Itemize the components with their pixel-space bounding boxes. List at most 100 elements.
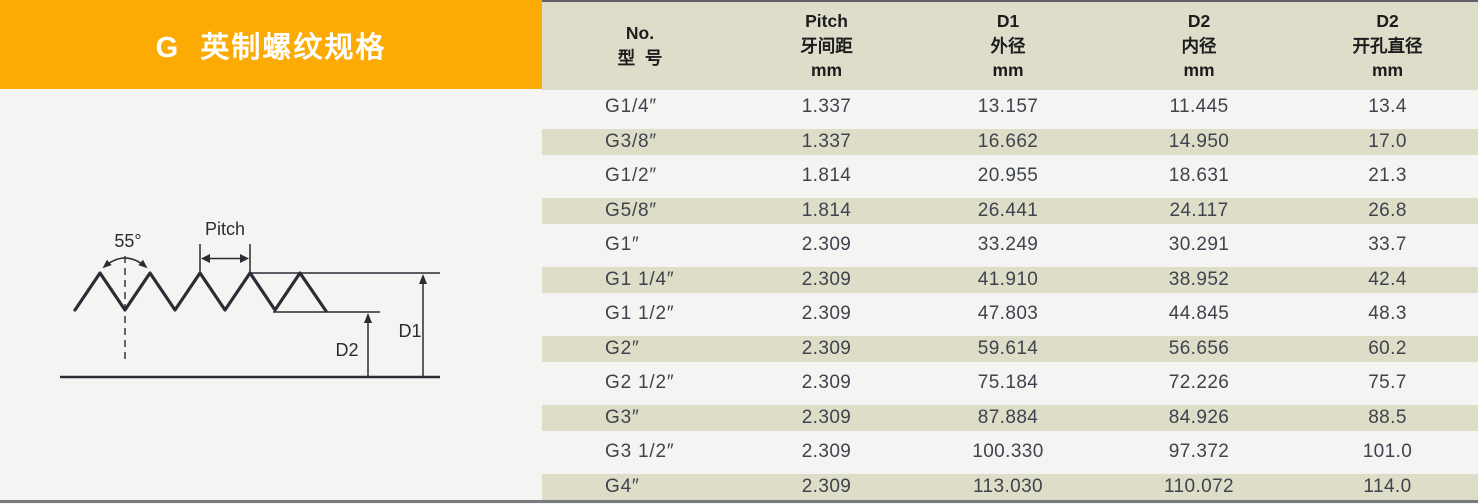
cell-d1: 113.030 [972, 475, 1044, 497]
thread-diagram-svg: 55° Pitch D2 D1 [60, 219, 440, 379]
cell-d1: 20.955 [977, 165, 1039, 187]
cell-d2: 30.291 [1168, 234, 1230, 256]
header-line: mm [992, 60, 1024, 81]
pitch-arrowhead-right [240, 254, 249, 263]
thread-diagram: 55° Pitch D2 D1 [0, 89, 542, 504]
cell-no: G5/8″ [605, 199, 657, 221]
table-row: G3 1/2″ 2.309 100.330 97.372 101.0 [542, 435, 1478, 470]
cell-d2-hole: 42.4 [1368, 268, 1407, 290]
header-line: 外径 [990, 35, 1026, 56]
angle-arc-right-arrowhead [138, 259, 148, 269]
cell-d1: 16.662 [977, 130, 1039, 152]
cell-pitch: 2.309 [801, 441, 852, 463]
cell-pitch: 2.309 [801, 337, 852, 359]
cell-d2-hole: 48.3 [1368, 303, 1407, 325]
cell-pitch: 2.309 [801, 372, 852, 394]
header-line: No. [625, 23, 655, 44]
thread-profile-line [73, 271, 328, 313]
column-header-no: No. 型 号 [542, 2, 738, 90]
cell-no: G1 1/2″ [605, 303, 675, 325]
table-row: G1 1/4″ 2.309 41.910 38.952 42.4 [542, 262, 1478, 297]
cell-d2-hole: 21.3 [1368, 165, 1407, 187]
cell-d2: 38.952 [1168, 268, 1230, 290]
table-header-row: No. 型 号 Pitch 牙间距 mm D1 外径 mm D2 内径 mm D… [542, 0, 1478, 90]
cell-pitch: 1.814 [801, 165, 852, 187]
cell-d1: 26.441 [977, 199, 1039, 221]
header-line: D1 [996, 10, 1020, 31]
cell-d1: 100.330 [972, 441, 1044, 463]
angle-arc-left-arrowhead [102, 259, 112, 269]
pitch-label: Pitch [205, 219, 245, 239]
table-row: G2″ 2.309 59.614 56.656 60.2 [542, 331, 1478, 366]
cell-no: G1″ [605, 234, 640, 256]
table-row: G1/2″ 1.814 20.955 18.631 21.3 [542, 159, 1478, 194]
cell-d2: 97.372 [1168, 441, 1230, 463]
cell-no: G1/2″ [605, 165, 657, 187]
table-row: G4″ 2.309 113.030 110.072 114.0 [542, 469, 1478, 504]
cell-d2: 18.631 [1168, 165, 1230, 187]
cell-d1: 75.184 [977, 372, 1039, 394]
angle-label: 55° [114, 231, 141, 251]
cell-d2: 56.656 [1168, 337, 1230, 359]
cell-d2-hole: 26.8 [1368, 199, 1407, 221]
cell-d2: 24.117 [1169, 199, 1229, 221]
cell-no: G2 1/2″ [605, 372, 675, 394]
cell-d1: 47.803 [977, 303, 1039, 325]
cell-pitch: 2.309 [801, 303, 852, 325]
header-line: 开孔直径 [1352, 35, 1423, 56]
header-line: D2 [1187, 10, 1211, 31]
cell-no: G1 1/4″ [605, 268, 675, 290]
cell-d2-hole: 114.0 [1363, 475, 1412, 497]
cell-d2-hole: 13.4 [1368, 96, 1407, 118]
header-line: 型 号 [617, 48, 663, 68]
cell-d2-hole: 75.7 [1368, 372, 1407, 394]
cell-no: G1/4″ [605, 96, 657, 118]
section-title: G 英制螺纹规格 [155, 31, 387, 64]
cell-no: G3″ [605, 406, 640, 428]
column-header-d2-hole: D2 开孔直径 mm [1297, 2, 1478, 90]
header-line: 牙间距 [800, 35, 853, 56]
d1-label: D1 [398, 321, 421, 341]
cell-pitch: 1.337 [801, 96, 852, 118]
cell-no: G4″ [605, 475, 640, 497]
table-row: G1″ 2.309 33.249 30.291 33.7 [542, 228, 1478, 263]
table-row: G3/8″ 1.337 16.662 14.950 17.0 [542, 124, 1478, 159]
cell-d2: 44.845 [1168, 303, 1230, 325]
header-line: mm [1371, 60, 1404, 81]
header-line: 内径 [1181, 35, 1217, 56]
cell-d2-hole: 17.0 [1368, 130, 1407, 152]
cell-no: G2″ [605, 337, 640, 359]
table-row: G3″ 2.309 87.884 84.926 88.5 [542, 400, 1478, 435]
header-line: mm [1183, 60, 1215, 81]
bottom-rule [0, 500, 1478, 503]
table-row: G1 1/2″ 2.309 47.803 44.845 48.3 [542, 297, 1478, 332]
cell-d1: 13.157 [977, 96, 1039, 118]
d2-label: D2 [335, 340, 358, 360]
header-line: D2 [1376, 10, 1399, 31]
column-header-d2: D2 内径 mm [1101, 2, 1297, 90]
table-body: G1/4″ 1.337 13.157 11.445 13.4 G3/8″ 1.337 16.6… [542, 90, 1478, 504]
section-banner: G 英制螺纹规格 [0, 0, 542, 89]
cell-d2: 110.072 [1163, 475, 1235, 497]
cell-pitch: 2.309 [801, 234, 852, 256]
column-header-d1: D1 外径 mm [915, 2, 1101, 90]
cell-pitch: 1.814 [801, 199, 852, 221]
cell-no: G3/8″ [605, 130, 657, 152]
cell-d2-hole: 33.7 [1368, 234, 1407, 256]
cell-d2: 72.226 [1168, 372, 1230, 394]
cell-d2: 14.950 [1168, 130, 1230, 152]
header-line: mm [810, 60, 843, 81]
cell-pitch: 1.337 [801, 130, 852, 152]
cell-no: G3 1/2″ [605, 441, 675, 463]
pitch-arrowhead-left [201, 254, 210, 263]
cell-d2-hole: 88.5 [1368, 406, 1407, 428]
table-row: G5/8″ 1.814 26.441 24.117 26.8 [542, 193, 1478, 228]
cell-d1: 87.884 [977, 406, 1039, 428]
column-header-pitch: Pitch 牙间距 mm [738, 2, 915, 90]
cell-pitch: 2.309 [801, 475, 852, 497]
table-row: G1/4″ 1.337 13.157 11.445 13.4 [542, 90, 1478, 125]
spec-table: No. 型 号 Pitch 牙间距 mm D1 外径 mm D2 内径 mm D… [542, 0, 1478, 504]
d1-arrowhead [419, 274, 427, 284]
cell-d2: 11.445 [1169, 96, 1229, 118]
